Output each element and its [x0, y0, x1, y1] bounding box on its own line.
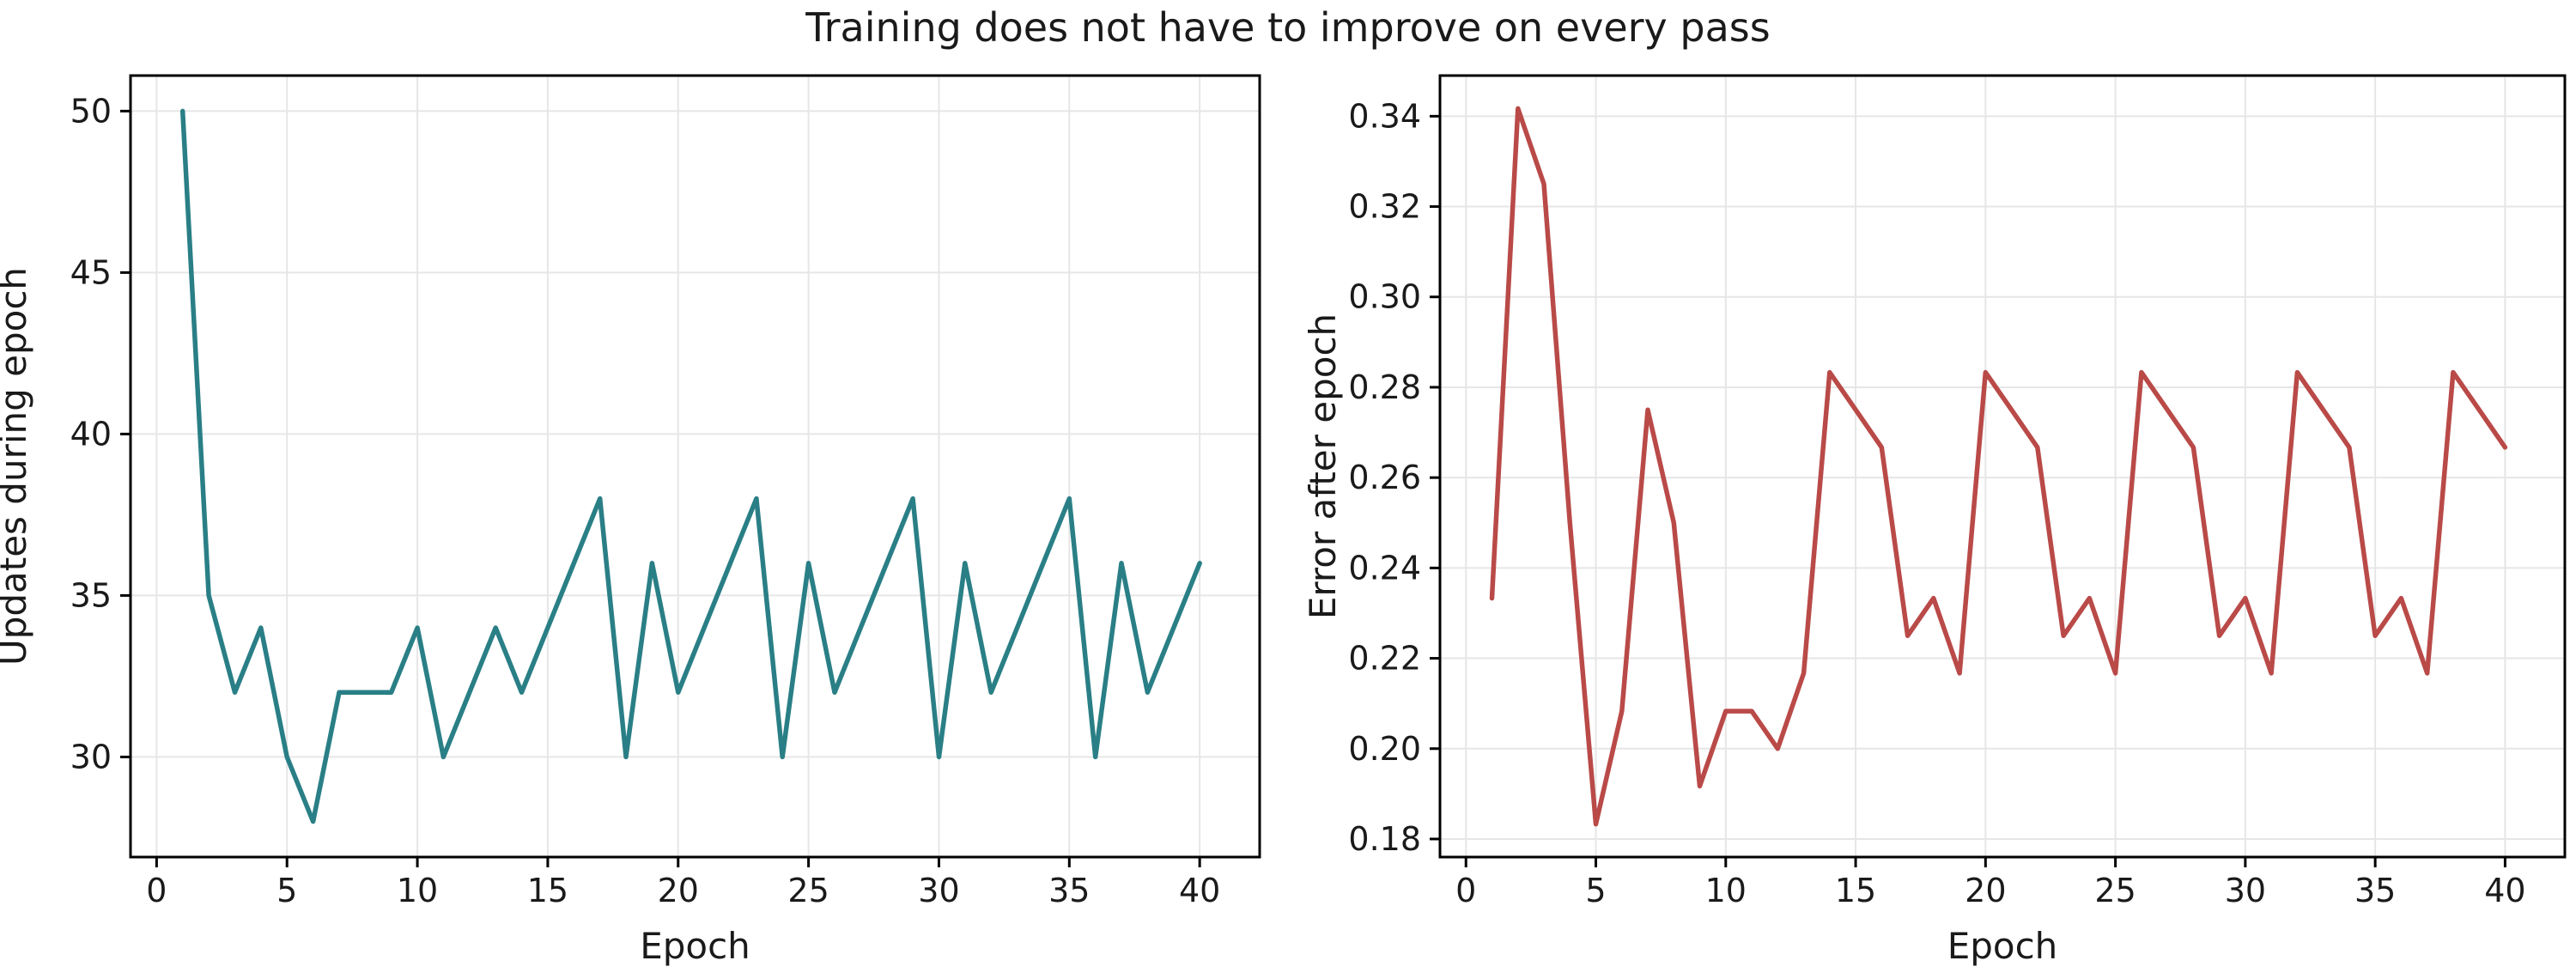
- error-chart-x-tick-label: 25: [2094, 872, 2136, 909]
- error-chart-y-tick-label: 0.22: [1348, 640, 1421, 678]
- error-chart-x-tick-label: 10: [1705, 872, 1747, 909]
- error-chart-frame: [1438, 74, 2567, 859]
- updates-chart-frame: [129, 74, 1261, 859]
- updates-chart-x-tick-label: 5: [276, 872, 297, 909]
- updates-chart-grid: [131, 76, 1260, 857]
- updates-chart-y-axis-label: Updates during epoch: [0, 267, 34, 666]
- updates-chart-x-tick-label: 40: [1179, 872, 1220, 909]
- error-chart-ticks: 0 5 10 15 20 25 30 35 40 0.18 0.20 0.22 0.24 0.26 0.28…: [1348, 97, 2525, 909]
- error-chart-y-tick-label: 0.30: [1348, 278, 1421, 316]
- updates-chart-x-tick-label: 15: [527, 872, 568, 909]
- updates-chart-x-tick-label: 30: [918, 872, 959, 909]
- error-chart-grid: [1440, 76, 2565, 857]
- updates-chart-x-tick-label: 10: [397, 872, 438, 909]
- error-chart-series: [1489, 106, 2508, 827]
- updates-chart-y-tick-label: 50: [70, 92, 112, 130]
- error-chart-y-tick-label: 0.18: [1348, 820, 1421, 858]
- error-chart-x-tick-label: 40: [2484, 872, 2525, 909]
- error-chart-y-tick-label: 0.20: [1348, 730, 1421, 768]
- error-chart-y-tick-label: 0.34: [1348, 97, 1421, 135]
- error-chart-x-tick-label: 0: [1455, 872, 1476, 909]
- updates-chart-panel: 0 5 10 15 20 25 30 35 40 30 35 40 45 50 Epoch Updates…: [0, 74, 1261, 967]
- error-chart-x-tick-label: 5: [1585, 872, 1606, 909]
- error-chart-y-tick-label: 0.24: [1348, 549, 1421, 587]
- updates-chart-y-tick-label: 45: [70, 253, 112, 291]
- updates-chart-series: [179, 108, 1202, 824]
- error-chart-x-tick-label: 15: [1835, 872, 1876, 909]
- error-chart-y-tick-label: 0.26: [1348, 459, 1421, 496]
- error-chart-x-tick-label: 35: [2354, 872, 2396, 909]
- updates-chart-y-tick-label: 35: [70, 576, 112, 614]
- updates-chart-series-line-0: [179, 108, 1202, 824]
- error-chart-y-tick-label: 0.32: [1348, 188, 1421, 226]
- error-chart-series-line-0: [1489, 106, 2508, 827]
- updates-chart-x-tick-label: 25: [787, 872, 829, 909]
- updates-chart-x-tick-label: 0: [146, 872, 167, 909]
- error-chart-x-axis-label: Epoch: [1947, 925, 2058, 967]
- updates-chart-ticks: 0 5 10 15 20 25 30 35 40 30 35 40 45 50: [70, 92, 1221, 909]
- updates-chart-x-tick-label: 35: [1048, 872, 1090, 909]
- error-chart-x-tick-label: 30: [2225, 872, 2266, 909]
- updates-chart-y-tick-label: 40: [70, 415, 112, 453]
- error-chart-y-tick-label: 0.28: [1348, 368, 1421, 406]
- updates-chart-y-tick-label: 30: [70, 738, 112, 775]
- updates-chart-x-axis-label: Epoch: [640, 925, 750, 967]
- error-chart-panel: 0 5 10 15 20 25 30 35 40 0.18 0.20 0.22 0.24 0.26 0.28…: [1302, 74, 2567, 967]
- figure-title: Training does not have to improve on eve…: [805, 4, 1770, 51]
- error-chart-y-axis-label: Error after epoch: [1302, 313, 1344, 619]
- error-chart-x-tick-label: 20: [1965, 872, 2006, 909]
- updates-chart-x-tick-label: 20: [658, 872, 699, 909]
